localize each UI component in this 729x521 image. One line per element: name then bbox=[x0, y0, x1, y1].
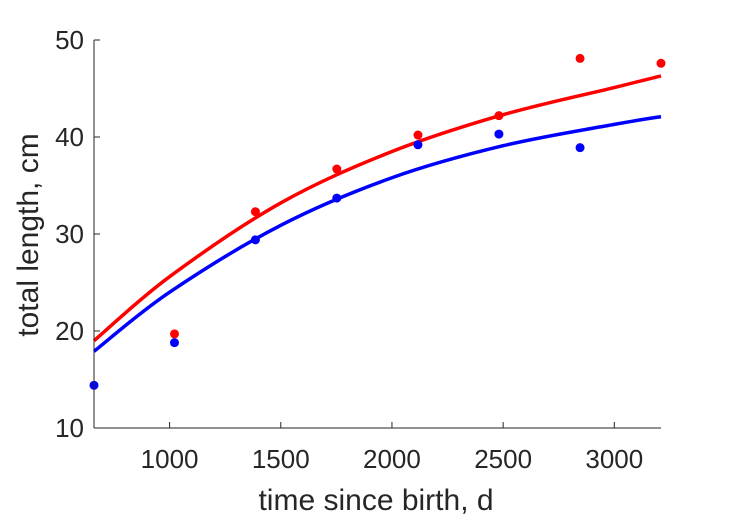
data-point-series-1 bbox=[575, 53, 585, 63]
fit-curves bbox=[92, 74, 662, 353]
x-axis-label: time since birth, d bbox=[258, 484, 493, 517]
x-tick-label: 3000 bbox=[585, 444, 643, 474]
x-tick-label: 1000 bbox=[141, 444, 199, 474]
data-point-series-1 bbox=[169, 329, 179, 339]
data-point-series-2 bbox=[250, 235, 260, 245]
y-axis-label: total length, cm bbox=[12, 133, 45, 336]
y-tick-label: 30 bbox=[55, 219, 84, 249]
data-point-series-2 bbox=[169, 338, 179, 348]
data-point-series-1 bbox=[250, 207, 260, 217]
x-tick-label: 2500 bbox=[474, 444, 532, 474]
fit-curve-1 bbox=[92, 74, 662, 343]
data-point-series-1 bbox=[656, 58, 666, 68]
x-tick-label: 1500 bbox=[252, 444, 310, 474]
data-point-series-2 bbox=[413, 140, 423, 150]
data-point-series-1 bbox=[494, 111, 504, 121]
y-tick-label: 20 bbox=[55, 316, 84, 346]
y-tick-label: 10 bbox=[55, 413, 84, 443]
fit-curve-2 bbox=[92, 114, 662, 353]
x-tick-label: 2000 bbox=[363, 444, 421, 474]
y-tick-label: 40 bbox=[55, 122, 84, 152]
data-point-series-1 bbox=[332, 164, 342, 174]
data-points bbox=[89, 53, 666, 390]
data-point-series-2 bbox=[575, 143, 585, 153]
data-point-series-1 bbox=[413, 130, 423, 140]
y-tick-label: 50 bbox=[55, 25, 84, 55]
data-point-series-2 bbox=[332, 193, 342, 203]
axes: 1000 1500 2000 2500 3000 10 20 30 40 50 bbox=[55, 25, 661, 474]
data-point-series-2 bbox=[494, 129, 504, 139]
